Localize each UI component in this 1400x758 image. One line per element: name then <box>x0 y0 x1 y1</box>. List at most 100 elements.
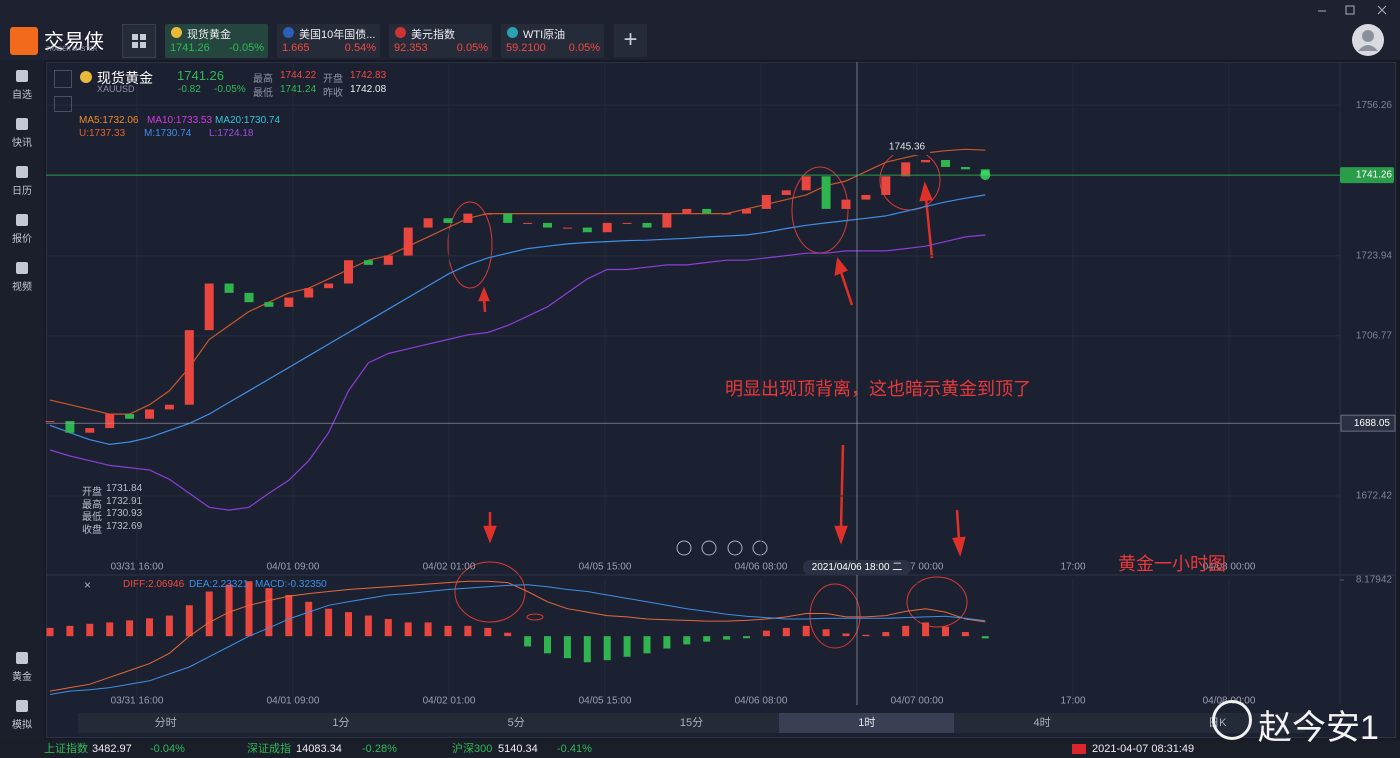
time-label: 04/05 15:00 <box>579 696 632 707</box>
sidebar-label: 报价 <box>12 234 32 245</box>
next[interactable] <box>727 540 743 556</box>
macd-bar <box>364 615 372 637</box>
sidebar-icon <box>16 70 28 82</box>
time-label: 04/07 00:00 <box>891 562 944 573</box>
tab-icon <box>283 27 294 38</box>
time-label: 17:00 <box>1060 696 1085 707</box>
period-tab[interactable]: 15分 <box>679 717 704 729</box>
quote-name: 现货黄金 <box>97 70 153 86</box>
candle <box>164 404 174 410</box>
tab-price: 59.2100 <box>506 42 546 54</box>
tooltip-key: 最低 <box>82 512 102 523</box>
macd-bar <box>961 632 969 637</box>
tab-change: -0.05% <box>229 42 264 54</box>
status-bar: 上证指数 3482.97 -0.04% 深证成指 14083.34 -0.28% 沪深300… <box>0 740 1400 758</box>
candle <box>403 227 413 256</box>
sidebar-item[interactable]: 黄金 <box>0 652 44 683</box>
sidebar-label: 自选 <box>12 90 32 101</box>
sidebar-item[interactable]: 视频 <box>0 262 44 293</box>
prev[interactable] <box>701 540 717 556</box>
candle <box>85 428 95 433</box>
boll-label: L:1724.18 <box>209 128 254 139</box>
add-tab[interactable]: + <box>614 24 647 57</box>
time-label: 04/02 01:00 <box>423 562 476 573</box>
tab[interactable]: 美元指数 92.353 0.05% <box>389 24 492 58</box>
crosshair-time-box <box>803 560 911 575</box>
macd-bar <box>225 584 233 637</box>
ma-label: MA10:1733.53 <box>147 115 213 126</box>
tab-icon <box>507 27 518 38</box>
candle <box>125 414 135 419</box>
macd-bar <box>205 591 213 637</box>
ma-label: MA5:1732.06 <box>79 115 139 126</box>
quote-field: 1741.24 <box>280 84 317 95</box>
index-change: -0.41% <box>557 743 592 755</box>
flag <box>1072 744 1086 754</box>
macd-bar <box>583 636 591 663</box>
avatar[interactable] <box>1352 24 1384 56</box>
candle <box>801 176 811 191</box>
time-label: 04/07 00:00 <box>891 696 944 707</box>
macd-bar <box>842 633 850 637</box>
candle <box>443 218 453 223</box>
period-tab[interactable]: 1分 <box>332 717 350 729</box>
time-label: 17:00 <box>1060 562 1085 573</box>
logo-text: 交易侠 <box>44 31 104 53</box>
macd-bar <box>623 636 631 657</box>
macd-bar <box>782 627 790 637</box>
tab-name: 现货黄金 <box>187 29 231 41</box>
close-box[interactable] <box>54 70 72 88</box>
sidebar-item[interactable]: 模拟 <box>0 700 44 731</box>
watermark: 赵今安1 <box>1258 709 1379 747</box>
tab[interactable]: 现货黄金 1741.26 -0.05% <box>165 24 268 58</box>
tooltip-value: 1732.69 <box>106 520 143 532</box>
candle <box>562 227 572 229</box>
macd-bar <box>703 636 711 642</box>
sidebar-item[interactable]: 自选 <box>0 70 44 101</box>
sidebar-label: 快讯 <box>12 138 32 149</box>
period-tab[interactable]: 分时 <box>154 717 177 729</box>
tooltip-value: 1732.91 <box>106 495 143 507</box>
quote-change: -0.82 <box>178 84 201 95</box>
tab[interactable]: 美国10年国债... 1.665 0.54% <box>277 24 380 58</box>
tab-price: 1741.26 <box>170 42 210 54</box>
last-price-box <box>1340 167 1394 184</box>
crosshair-price-box <box>1340 414 1396 432</box>
macd-bar <box>46 627 54 637</box>
tooltip-value: 1730.93 <box>106 508 143 519</box>
annotation-note: 明显出现顶背离，这也暗示黄金到顶了 <box>725 379 1031 399</box>
pin-box[interactable] <box>54 96 72 112</box>
quote-price: 1741.26 <box>177 68 224 83</box>
sidebar-item[interactable]: 日历 <box>0 166 44 197</box>
macd-bar <box>743 636 750 639</box>
grid-button[interactable] <box>122 24 156 58</box>
macd-bar <box>86 623 94 637</box>
macd-bar <box>285 594 293 637</box>
candle <box>702 208 712 214</box>
period-tab[interactable]: 4时 <box>1033 717 1051 729</box>
candle <box>483 213 493 215</box>
tooltip-key: 最高 <box>82 499 102 511</box>
period-tab[interactable]: 1时 <box>779 713 955 733</box>
zoom-in[interactable] <box>752 540 768 556</box>
tooltip-key: 收盘 <box>82 524 102 536</box>
macd-bar <box>683 636 691 645</box>
y-tick-label: 1706.77 <box>1356 331 1393 342</box>
zoom-out[interactable] <box>676 540 692 556</box>
arrows <box>478 181 966 557</box>
sidebar-item[interactable]: 报价 <box>0 214 44 245</box>
quote-field: 最低 <box>253 88 273 99</box>
tab[interactable]: WTI原油 59.2100 0.05% <box>501 24 604 58</box>
top-bar: 交易侠 TRADER MASTER 现货黄金 1741.26 -0.05% 美国10年… <box>0 0 1400 60</box>
period-tab[interactable]: 5分 <box>507 717 525 729</box>
macd-bar <box>524 636 532 647</box>
candle <box>344 260 353 284</box>
sidebar-item[interactable]: 快讯 <box>0 118 44 149</box>
macd-bar <box>325 608 333 637</box>
macd-bar <box>146 618 153 637</box>
candle <box>204 283 214 331</box>
macd-close[interactable]: × <box>84 578 92 592</box>
time-label: 04/02 01:00 <box>423 696 476 707</box>
macd-bar <box>942 626 949 637</box>
macd-bar <box>544 636 551 654</box>
